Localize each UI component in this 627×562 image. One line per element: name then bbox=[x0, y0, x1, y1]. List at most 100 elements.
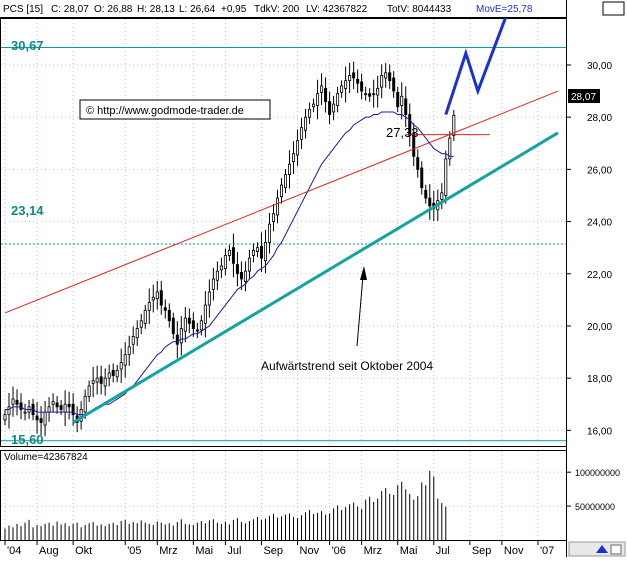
candle-body bbox=[143, 309, 147, 324]
price-tick-label: 22,00 bbox=[587, 270, 612, 281]
candle-body bbox=[267, 223, 271, 243]
candle-body bbox=[239, 272, 243, 280]
candle-body bbox=[95, 377, 99, 383]
candle-series bbox=[3, 61, 456, 437]
scroll-right-icon[interactable] bbox=[610, 544, 622, 555]
candle-body bbox=[388, 72, 392, 82]
candle-body bbox=[63, 403, 67, 413]
time-tick-label: '06 bbox=[332, 545, 346, 557]
candle-body bbox=[219, 265, 223, 271]
time-tick-label: Mrz bbox=[364, 545, 382, 557]
candle-body bbox=[155, 291, 159, 299]
time-tick-label: Mai bbox=[400, 545, 418, 557]
breakout-level-label: 27,33 bbox=[386, 125, 419, 140]
candle-body bbox=[452, 114, 456, 136]
candle-body bbox=[424, 189, 428, 199]
candle-body bbox=[147, 302, 151, 311]
candle-body bbox=[372, 93, 376, 96]
time-tick-label: Mrz bbox=[159, 545, 177, 557]
candle-body bbox=[87, 385, 91, 397]
current-price-tag bbox=[568, 89, 600, 103]
volume-tick-label: 50000000 bbox=[575, 502, 615, 512]
candle-body bbox=[43, 411, 47, 426]
price-panel-frame bbox=[0, 18, 567, 447]
candle-body bbox=[376, 88, 380, 96]
scroll-left-icon[interactable] bbox=[596, 545, 608, 553]
candle-body bbox=[364, 93, 368, 96]
candle-body bbox=[163, 307, 167, 311]
candle-body bbox=[324, 88, 328, 102]
candle-body bbox=[23, 411, 27, 414]
candle-body bbox=[271, 213, 275, 222]
candle-body bbox=[191, 320, 195, 329]
volume-tick-label: 100000000 bbox=[575, 468, 620, 478]
candle-body bbox=[207, 291, 211, 306]
middle-level-label: 23,14 bbox=[11, 203, 44, 218]
candle-body bbox=[344, 80, 348, 89]
window-control-icon[interactable] bbox=[602, 1, 625, 16]
candle-body bbox=[384, 72, 388, 79]
candle-body bbox=[175, 334, 179, 345]
candle-body bbox=[275, 197, 279, 216]
candle-body bbox=[336, 93, 340, 106]
candle-body bbox=[135, 328, 139, 339]
candle-body bbox=[15, 399, 19, 405]
candle-body bbox=[107, 372, 111, 379]
annotation-arrow-shaft bbox=[356, 275, 364, 347]
candle-body bbox=[131, 335, 135, 345]
candle-body bbox=[71, 403, 75, 416]
candle-body bbox=[119, 362, 123, 370]
candle-body bbox=[35, 415, 39, 421]
candle-body bbox=[296, 140, 300, 156]
candle-body bbox=[91, 380, 95, 384]
candle-body bbox=[440, 192, 444, 200]
overlay-lines bbox=[4, 18, 559, 424]
candle-body bbox=[183, 317, 187, 332]
header-tdkv: TdkV: 200 bbox=[254, 4, 300, 15]
candle-body bbox=[448, 137, 452, 160]
price-tick-label: 20,00 bbox=[587, 322, 612, 333]
candle-body bbox=[396, 91, 400, 108]
header-low: L: 26,64 bbox=[179, 4, 216, 15]
candle-body bbox=[83, 396, 87, 413]
time-tick-label: Nov bbox=[504, 545, 524, 557]
candle-body bbox=[3, 414, 7, 421]
candle-body bbox=[420, 167, 424, 189]
candle-body bbox=[227, 249, 231, 256]
volume-panel-frame bbox=[0, 450, 567, 541]
candle-body bbox=[231, 247, 235, 264]
time-tick-label: '05 bbox=[127, 545, 141, 557]
candle-body bbox=[55, 402, 59, 408]
candle-body bbox=[99, 376, 103, 384]
candle-body bbox=[292, 153, 296, 162]
candle-body bbox=[263, 242, 267, 262]
candle-body bbox=[444, 158, 448, 196]
candle-body bbox=[171, 317, 175, 335]
annotation-arrow-head bbox=[360, 266, 367, 280]
candle-body bbox=[7, 406, 11, 416]
candle-body bbox=[243, 270, 247, 282]
candle-body bbox=[352, 72, 356, 79]
candle-body bbox=[47, 406, 51, 413]
candle-body bbox=[123, 354, 127, 366]
candle-body bbox=[380, 75, 384, 88]
candle-body bbox=[412, 132, 416, 157]
candle-body bbox=[151, 296, 155, 301]
header-open: O: 26,88 bbox=[94, 4, 133, 15]
candle-body bbox=[255, 247, 259, 252]
candle-body bbox=[400, 95, 404, 106]
price-tick-label: 16,00 bbox=[587, 426, 612, 437]
candle-body bbox=[251, 249, 255, 256]
resistance-level-label: 30,67 bbox=[11, 38, 44, 53]
candle-body bbox=[404, 98, 408, 115]
header-symbol: PCS [15] bbox=[3, 4, 43, 15]
time-tick-label: Sep bbox=[472, 545, 492, 557]
candle-body bbox=[203, 304, 207, 324]
price-tick-label: 26,00 bbox=[587, 165, 612, 176]
candle-body bbox=[308, 108, 312, 118]
candle-body bbox=[39, 418, 43, 423]
candle-body bbox=[340, 85, 344, 93]
time-tick-label: Jul bbox=[436, 545, 450, 557]
support-level-label: 15,60 bbox=[11, 432, 44, 447]
candle-body bbox=[187, 317, 191, 324]
